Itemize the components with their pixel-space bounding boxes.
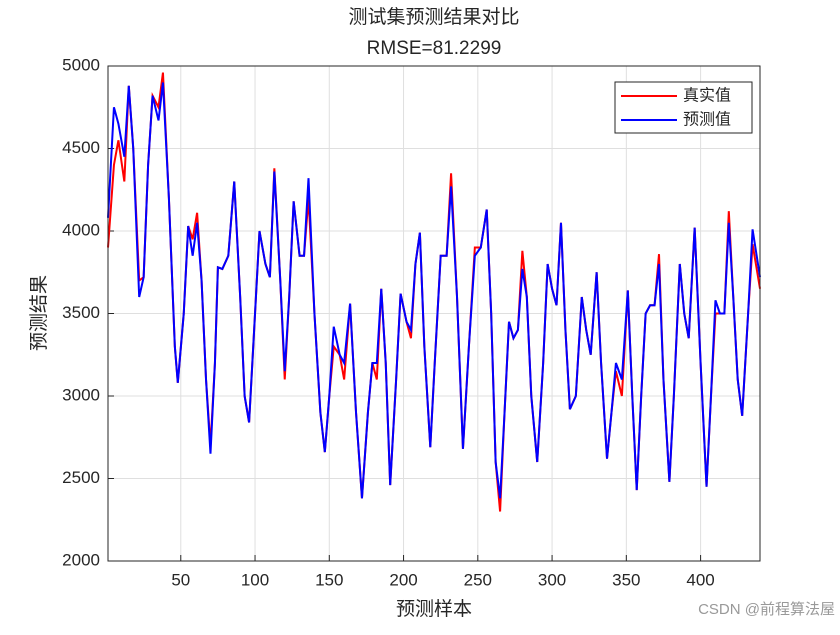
y-tick-label: 5000 — [62, 55, 100, 74]
x-tick-label: 100 — [241, 570, 269, 589]
x-tick-label: 200 — [389, 570, 417, 589]
x-tick-label: 400 — [686, 570, 714, 589]
y-tick-label: 2000 — [62, 550, 100, 569]
x-tick-label: 300 — [538, 570, 566, 589]
chart-subtitle: RMSE=81.2299 — [367, 38, 502, 59]
legend-box — [614, 81, 753, 134]
series-line — [107, 82, 761, 499]
x-tick-label: 350 — [612, 570, 640, 589]
y-tick-label: 3000 — [62, 385, 100, 404]
y-tick-label: 2500 — [62, 468, 100, 487]
watermark: CSDN @前程算法屋 — [698, 600, 835, 618]
x-tick-label: 150 — [315, 570, 343, 589]
x-tick-label: 250 — [464, 570, 492, 589]
y-axis-label: 预测结果 — [28, 275, 50, 351]
legend-label: 预测值 — [683, 110, 731, 129]
legend-label: 真实值 — [683, 86, 731, 105]
plot-frame — [107, 65, 761, 562]
y-tick-label: 3500 — [62, 303, 100, 322]
y-tick-label: 4000 — [62, 220, 100, 239]
chart-title: 测试集预测结果对比 — [348, 6, 519, 28]
y-tick-label: 4500 — [62, 138, 100, 157]
x-tick-label: 50 — [171, 570, 190, 589]
x-axis-label: 预测样本 — [396, 598, 472, 620]
